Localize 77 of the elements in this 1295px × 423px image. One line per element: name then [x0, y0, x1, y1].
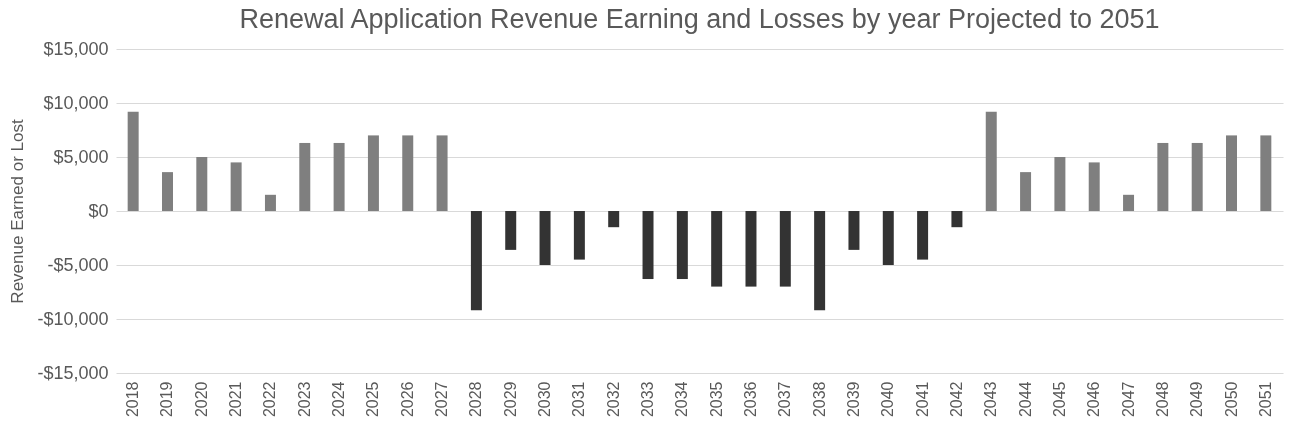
x-tick-label: 2027 — [433, 381, 451, 418]
bar — [1226, 135, 1238, 211]
x-tick-label: 2048 — [1153, 381, 1171, 418]
x-tick-label: 2018 — [124, 381, 142, 418]
chart-title: Renewal Application Revenue Earning and Losses by year Projected to 2051 — [239, 4, 1160, 34]
x-tick-label: 2024 — [330, 381, 348, 418]
x-tick-label: 2022 — [261, 381, 279, 418]
bar — [642, 211, 654, 280]
bar — [333, 142, 345, 211]
x-tick-label: 2028 — [467, 381, 485, 418]
y-tick-label: -$15,000 — [37, 362, 109, 383]
bar — [539, 211, 551, 265]
bar — [299, 142, 311, 211]
x-tick-label: 2049 — [1188, 381, 1206, 418]
bar — [1157, 142, 1169, 211]
bar — [1054, 157, 1066, 211]
bar — [436, 135, 448, 211]
bar — [230, 162, 242, 211]
y-tick-label: $0 — [88, 200, 109, 221]
bar — [745, 211, 757, 287]
x-tick-label: 2037 — [776, 381, 794, 418]
bar — [573, 211, 585, 260]
x-tick-label: 2021 — [227, 381, 245, 418]
x-tick-label: 2043 — [982, 381, 1000, 418]
x-tick-label: 2044 — [1016, 381, 1034, 418]
bar — [161, 172, 173, 211]
bar — [951, 211, 963, 228]
x-tick-label: 2034 — [673, 381, 691, 418]
x-tick-label: 2035 — [707, 381, 725, 418]
x-tick-label: 2047 — [1119, 381, 1137, 418]
x-tick-label: 2020 — [192, 381, 210, 418]
x-tick-label: 2046 — [1085, 381, 1103, 418]
x-tick-label: 2030 — [536, 381, 554, 418]
y-tick-label: -$10,000 — [37, 308, 109, 329]
bar — [676, 211, 688, 280]
y-tick-label: $15,000 — [43, 38, 109, 59]
y-tick-label: $5,000 — [53, 146, 109, 167]
x-tick-label: 2051 — [1256, 381, 1274, 418]
bar — [882, 211, 894, 265]
x-tick-label: 2023 — [295, 381, 313, 418]
bar — [196, 157, 208, 211]
bar — [1123, 194, 1135, 211]
x-tick-label: 2031 — [570, 381, 588, 418]
y-tick-label: $10,000 — [43, 92, 109, 113]
x-tick-label: 2036 — [741, 381, 759, 418]
x-tick-label: 2029 — [501, 381, 519, 418]
bar — [814, 211, 826, 311]
y-axis-title: Revenue Earned or Lost — [8, 119, 28, 304]
y-tick-label: -$5,000 — [47, 254, 109, 275]
bar — [470, 211, 482, 311]
bar — [711, 211, 723, 287]
x-tick-label: 2039 — [844, 381, 862, 418]
x-tick-label: 2040 — [879, 381, 897, 418]
bar — [985, 111, 997, 211]
bar — [505, 211, 517, 250]
bar — [402, 135, 414, 211]
x-tick-label: 2025 — [364, 381, 382, 418]
x-tick-label: 2038 — [810, 381, 828, 418]
bar — [848, 211, 860, 250]
x-tick-label: 2042 — [947, 381, 965, 418]
bar — [264, 194, 276, 211]
x-tick-label: 2041 — [913, 381, 931, 418]
bar — [608, 211, 620, 228]
bar — [1191, 142, 1203, 211]
bar — [779, 211, 791, 287]
x-tick-label: 2033 — [639, 381, 657, 418]
bar — [1088, 162, 1100, 211]
bar — [917, 211, 929, 260]
x-tick-label: 2050 — [1222, 381, 1240, 418]
x-tick-label: 2019 — [158, 381, 176, 418]
x-tick-label: 2032 — [604, 381, 622, 418]
x-tick-label: 2045 — [1050, 381, 1068, 418]
x-tick-label: 2026 — [398, 381, 416, 418]
bar — [367, 135, 379, 211]
bar — [127, 111, 139, 211]
bar — [1020, 172, 1032, 211]
bar — [1260, 135, 1272, 211]
